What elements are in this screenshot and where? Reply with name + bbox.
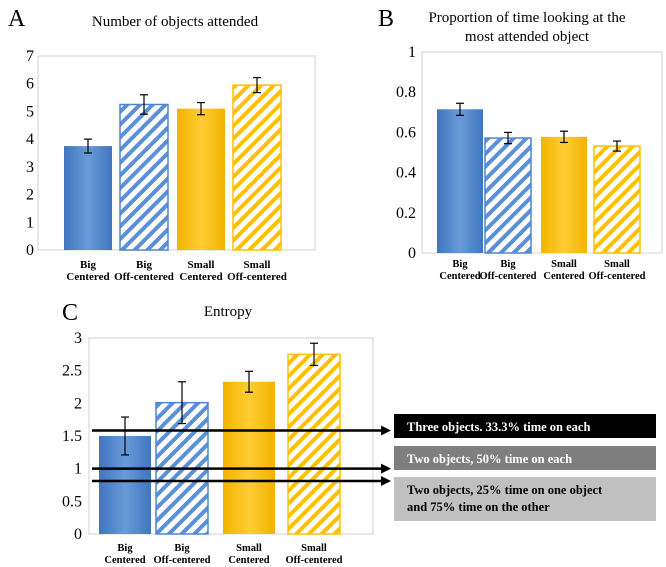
bar	[64, 146, 112, 250]
x-tick-label: Big	[452, 259, 468, 270]
panel-c-errorbars	[121, 342, 318, 456]
panel-b-errorbars	[456, 102, 621, 152]
panel-a-plot-area	[37, 55, 316, 251]
panel-b-bars	[437, 109, 641, 254]
bar	[119, 103, 169, 251]
panel-b-yticks: 0 0.2 0.4 0.6 0.8 1	[396, 44, 416, 262]
panel-b-title-line1: Proportion of time looking at the	[428, 10, 625, 26]
y-tick-label: 2	[74, 395, 82, 412]
annotation-box	[394, 446, 656, 470]
bar	[484, 137, 532, 254]
x-tick-label: Big	[136, 259, 152, 271]
arrow-head-icon	[381, 425, 391, 436]
annotation-text: Three objects. 33.3% time on each	[407, 420, 590, 434]
y-tick-label: 1	[26, 214, 34, 231]
x-tick-label: Big	[80, 259, 96, 271]
bar	[177, 108, 225, 251]
y-tick-label: 3	[26, 159, 34, 176]
x-tick-label: Big	[174, 543, 190, 554]
x-tick-label: Off-centered	[589, 271, 646, 282]
annotation-text: Two objects, 25% time on one object	[407, 483, 603, 497]
annotation-text: Two objects, 50% time on each	[407, 452, 572, 466]
x-tick-label: Centered	[439, 271, 480, 282]
x-tick-label: Big	[500, 259, 516, 270]
panel-a-title: Number of objects attended	[92, 14, 259, 30]
annotation-box	[394, 414, 656, 438]
x-tick-label: Small	[236, 543, 262, 554]
x-tick-label: Centered	[66, 271, 109, 283]
y-tick-label: 7	[26, 48, 34, 65]
y-tick-label: 0.2	[396, 205, 416, 222]
panel-a-xticks: BigCenteredBigOff-centeredSmallCenteredS…	[66, 259, 286, 283]
x-tick-label: Centered	[228, 555, 269, 566]
x-tick-label: Off-centered	[286, 555, 343, 566]
panel-b-xticks: BigCenteredBigOff-centeredSmallCenteredS…	[439, 259, 645, 282]
panel-a-errorbars	[84, 77, 261, 154]
x-tick-label: Centered	[543, 271, 584, 282]
bar	[287, 353, 341, 535]
x-tick-label: Off-centered	[480, 271, 537, 282]
y-tick-label: 0	[74, 526, 82, 543]
panel-a-yticks: 0 1 2 3 4 5 6 7	[26, 48, 34, 259]
y-tick-label: 1.5	[62, 428, 82, 445]
x-tick-label: Small	[301, 543, 327, 554]
x-tick-label: Small	[188, 259, 215, 271]
panel-b: B Proportion of time looking at the most…	[378, 6, 663, 282]
y-tick-label: 2.5	[62, 363, 82, 380]
x-tick-label: Centered	[104, 555, 145, 566]
y-tick-label: 1	[408, 44, 416, 61]
panel-a-bars	[64, 84, 282, 251]
panel-c-label: C	[62, 300, 78, 326]
y-tick-label: 0.5	[62, 493, 82, 510]
panel-a-label: A	[8, 6, 26, 32]
panel-c-xticks: BigCenteredBigOff-centeredSmallCenteredS…	[104, 543, 342, 566]
panel-c: C Entropy 00.511.522.53 BigCenteredBigOf…	[62, 300, 656, 566]
panel-b-label: B	[378, 6, 394, 32]
arrow-head-icon	[381, 463, 391, 474]
x-tick-label: Big	[117, 543, 133, 554]
x-tick-label: Off-centered	[114, 271, 174, 283]
panel-c-annotations: Three objects. 33.3% time on each Two obj…	[92, 414, 656, 521]
x-tick-label: Centered	[179, 271, 222, 283]
x-tick-label: Off-centered	[154, 555, 211, 566]
x-tick-label: Small	[551, 259, 577, 270]
bar	[541, 136, 587, 253]
y-tick-label: 0.6	[396, 124, 416, 141]
y-tick-label: 2	[26, 187, 34, 204]
bar	[593, 145, 641, 254]
x-tick-label: Small	[604, 259, 630, 270]
bar	[437, 109, 483, 253]
arrow-head-icon	[381, 476, 391, 487]
panel-a: A Number of objects attended 0 1 2 3 4 5 6 7 Bi…	[8, 6, 316, 283]
panel-c-title: Entropy	[204, 304, 253, 320]
y-tick-label: 4	[26, 131, 34, 148]
annotation-box	[394, 477, 656, 521]
panel-c-bars	[99, 353, 341, 535]
y-tick-label: 0	[408, 245, 416, 262]
y-tick-label: 3	[74, 330, 82, 347]
y-tick-label: 5	[26, 103, 34, 120]
bar	[232, 84, 282, 251]
y-tick-label: 0.4	[396, 165, 416, 182]
y-tick-label: 0	[26, 242, 34, 259]
y-tick-label: 0.8	[396, 84, 416, 101]
x-tick-label: Off-centered	[227, 271, 287, 283]
x-tick-label: Small	[244, 259, 271, 271]
annotation-text: and 75% time on the other	[407, 500, 550, 514]
y-tick-label: 1	[74, 461, 82, 478]
panel-b-title-line2: most attended object	[465, 29, 590, 45]
y-tick-label: 6	[26, 76, 34, 93]
panel-c-yticks: 0 0.5 1 1.5 2 2.5 3	[62, 330, 82, 543]
bar	[223, 381, 275, 534]
